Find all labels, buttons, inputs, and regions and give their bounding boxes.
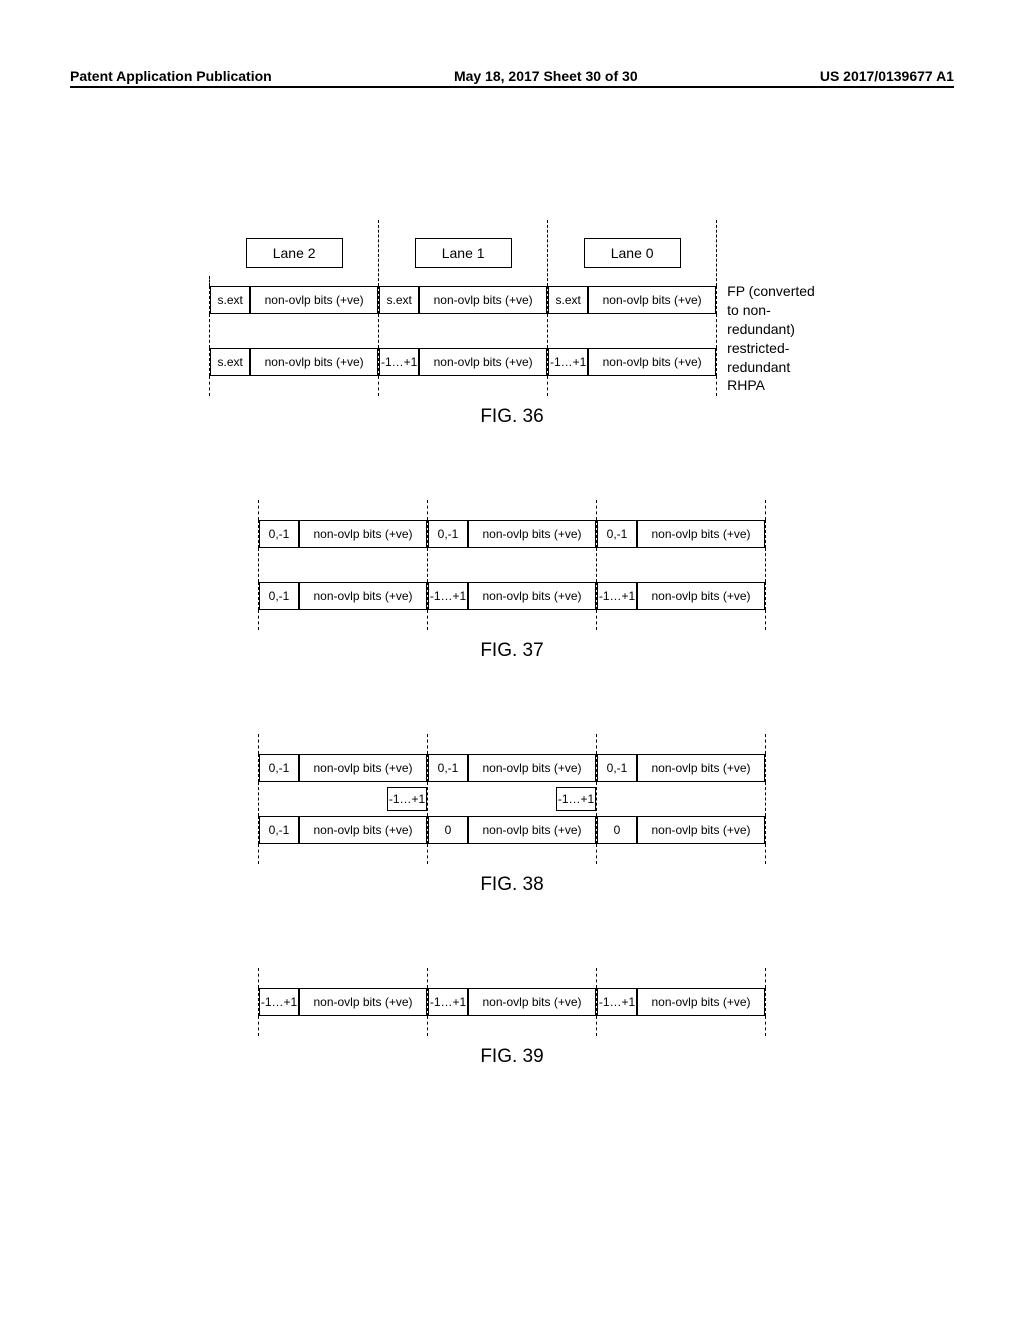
page-header: Patent Application Publication May 18, 2… bbox=[70, 68, 954, 88]
fig39-r1-c0-n: -1…+1 bbox=[259, 988, 299, 1016]
fig36-r2-c0-n: s.ext bbox=[210, 348, 250, 376]
figure-37: 0,-1 non-ovlp bits (+ve) 0,-1 non-ovlp b… bbox=[0, 500, 1024, 662]
header-right: US 2017/0139677 A1 bbox=[820, 68, 954, 84]
lane-1-label: Lane 1 bbox=[415, 238, 512, 268]
fig37-r1-c1-w: non-ovlp bits (+ve) bbox=[468, 520, 596, 548]
fig38-r2-c1-w: non-ovlp bits (+ve) bbox=[468, 816, 596, 844]
fig38-r2-c0-w: non-ovlp bits (+ve) bbox=[299, 816, 427, 844]
fig36-r1-c2-n: s.ext bbox=[548, 286, 588, 314]
fig36-r1-c2-w: non-ovlp bits (+ve) bbox=[588, 286, 716, 314]
fig37-r2-c0-n: 0,-1 bbox=[259, 582, 299, 610]
fig39-caption: FIG. 39 bbox=[0, 1046, 1024, 1068]
fig38-r2-c2-n: 0 bbox=[597, 816, 637, 844]
fig36-r2-c1-n: -1…+1 bbox=[379, 348, 419, 376]
fig36-r1-c0-n: s.ext bbox=[210, 286, 250, 314]
fig38-mid-0: -1…+1 bbox=[387, 787, 427, 811]
fig38-r1-c0-n: 0,-1 bbox=[259, 754, 299, 782]
fig38-r1-c2-w: non-ovlp bits (+ve) bbox=[637, 754, 765, 782]
content: Lane 2 Lane 1 Lane 0 s.ext non-ovlp bits… bbox=[0, 220, 1024, 1140]
fig36-r1-c1-n: s.ext bbox=[379, 286, 419, 314]
header-center: May 18, 2017 Sheet 30 of 30 bbox=[454, 68, 638, 84]
fig38-r2-c1-n: 0 bbox=[428, 816, 468, 844]
fig38-r2-c0-n: 0,-1 bbox=[259, 816, 299, 844]
fig39-r1-c2-w: non-ovlp bits (+ve) bbox=[637, 988, 765, 1016]
fig36-r2-c2-w: non-ovlp bits (+ve) bbox=[588, 348, 716, 376]
fig36-r1-c1-w: non-ovlp bits (+ve) bbox=[419, 286, 547, 314]
fig36-r1-c0-w: non-ovlp bits (+ve) bbox=[250, 286, 378, 314]
fig37-r2-c2-w: non-ovlp bits (+ve) bbox=[637, 582, 765, 610]
fig37-r1-c2-w: non-ovlp bits (+ve) bbox=[637, 520, 765, 548]
fig39-r1-c0-w: non-ovlp bits (+ve) bbox=[299, 988, 427, 1016]
fig38-r1-c2-n: 0,-1 bbox=[597, 754, 637, 782]
lane-2-label: Lane 2 bbox=[246, 238, 343, 268]
fig38-r1-c0-w: non-ovlp bits (+ve) bbox=[299, 754, 427, 782]
fig38-mid-1: -1…+1 bbox=[556, 787, 596, 811]
fig39-r1-c2-n: -1…+1 bbox=[597, 988, 637, 1016]
fig37-caption: FIG. 37 bbox=[0, 640, 1024, 662]
header-left: Patent Application Publication bbox=[70, 68, 272, 84]
fig36-r2-c0-w: non-ovlp bits (+ve) bbox=[250, 348, 378, 376]
fig37-r1-c2-n: 0,-1 bbox=[597, 520, 637, 548]
figure-38: 0,-1 non-ovlp bits (+ve) 0,-1 non-ovlp b… bbox=[0, 734, 1024, 896]
fig36-r2-c1-w: non-ovlp bits (+ve) bbox=[419, 348, 547, 376]
figure-36: Lane 2 Lane 1 Lane 0 s.ext non-ovlp bits… bbox=[0, 220, 1024, 428]
fig38-r2-c2-w: non-ovlp bits (+ve) bbox=[637, 816, 765, 844]
fig39-r1-c1-w: non-ovlp bits (+ve) bbox=[468, 988, 596, 1016]
fig37-r2-c2-n: -1…+1 bbox=[597, 582, 637, 610]
fig38-caption: FIG. 38 bbox=[0, 874, 1024, 896]
fig36-right-label: FP (convertedto non-redundant)restricted… bbox=[727, 220, 815, 395]
fig38-r1-c1-n: 0,-1 bbox=[428, 754, 468, 782]
fig37-r1-c0-w: non-ovlp bits (+ve) bbox=[299, 520, 427, 548]
fig37-r2-c0-w: non-ovlp bits (+ve) bbox=[299, 582, 427, 610]
fig37-r2-c1-n: -1…+1 bbox=[428, 582, 468, 610]
figure-39: -1…+1 non-ovlp bits (+ve) -1…+1 non-ovlp… bbox=[0, 968, 1024, 1068]
fig38-r1-c1-w: non-ovlp bits (+ve) bbox=[468, 754, 596, 782]
fig37-r2-c1-w: non-ovlp bits (+ve) bbox=[468, 582, 596, 610]
fig37-r1-c0-n: 0,-1 bbox=[259, 520, 299, 548]
lane-0-label: Lane 0 bbox=[584, 238, 681, 268]
fig39-r1-c1-n: -1…+1 bbox=[428, 988, 468, 1016]
fig37-r1-c1-n: 0,-1 bbox=[428, 520, 468, 548]
fig36-caption: FIG. 36 bbox=[0, 406, 1024, 428]
fig36-r2-c2-n: -1…+1 bbox=[548, 348, 588, 376]
